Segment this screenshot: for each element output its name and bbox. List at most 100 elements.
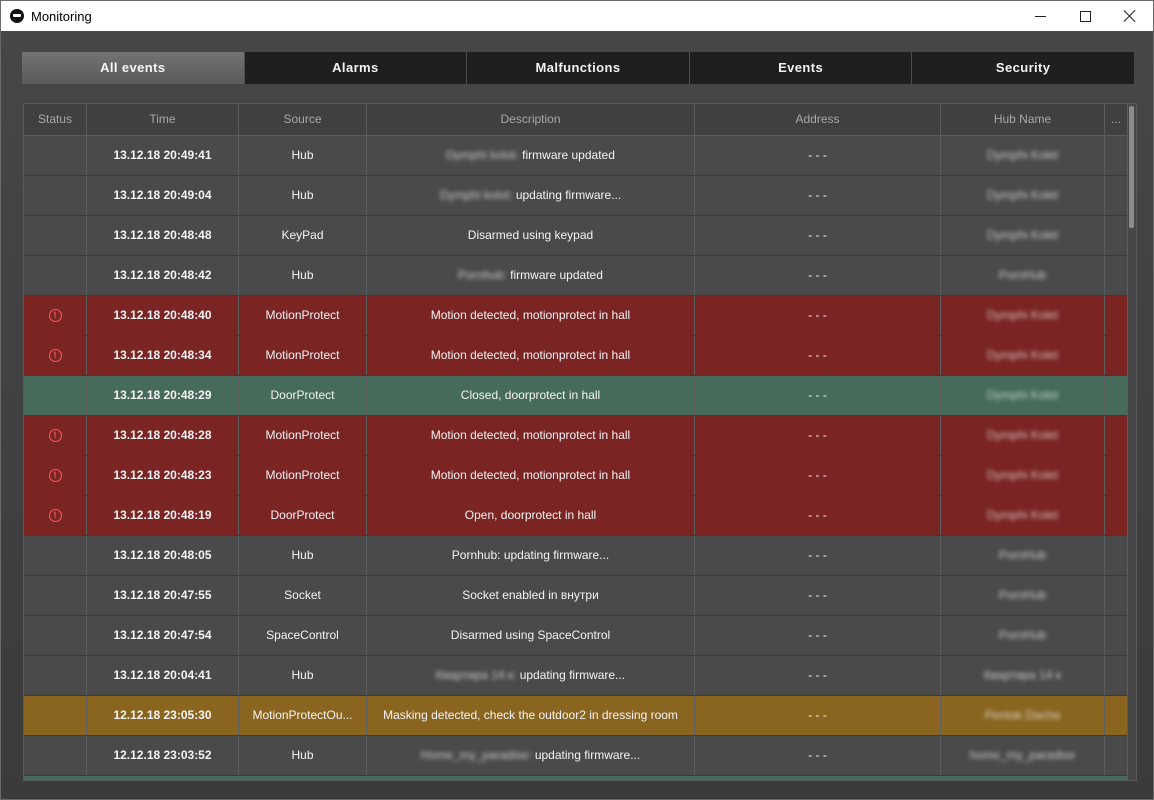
table-row[interactable]: 13.12.18 20:48:29 DoorProtect Closed, door…	[24, 376, 1127, 416]
description-cell: Motion detected, motionprotect in hall	[367, 296, 695, 335]
redacted-text: PornHub	[998, 588, 1047, 602]
column-header-more[interactable]: ...	[1110, 112, 1121, 126]
redacted-text: Квартира 14 к:	[435, 668, 517, 682]
column-header-description[interactable]: Description	[367, 104, 695, 135]
description-cell: Home_my_paradise: updating firmware...	[367, 736, 695, 775]
table-body: 13.12.18 20:49:41 Hub Dymphi kolot: firmwa…	[24, 136, 1127, 776]
table-row[interactable]: ! 13.12.18 20:48:19 DoorProtect Open, doorp…	[24, 496, 1127, 536]
tab-events[interactable]: Events	[688, 52, 912, 84]
description-text: Pornhub: updating firmware...	[451, 548, 610, 562]
minimize-button[interactable]	[1017, 1, 1063, 31]
more-cell	[1105, 176, 1127, 215]
table-row[interactable]: 13.12.18 20:47:55 Socket Socket enabled in…	[24, 576, 1127, 616]
tab-security[interactable]: Security	[911, 52, 1134, 84]
column-header-time[interactable]: Time	[87, 104, 239, 135]
table-row[interactable]: ! 13.12.18 20:48:34 MotionProtect Motion de…	[24, 336, 1127, 376]
description-text: firmware updated	[510, 268, 603, 282]
time-cell: 13.12.18 20:49:41	[87, 136, 239, 175]
table-row[interactable]: 13.12.18 20:49:04 Hub Dymphi kolot: updati…	[24, 176, 1127, 216]
description-text: Disarmed using keypad	[467, 228, 594, 242]
redacted-text: Dymphi kolot:	[439, 188, 513, 202]
table-row[interactable]: 13.12.18 20:48:42 Hub Pornhub: firmware up…	[24, 256, 1127, 296]
scrollbar-thumb[interactable]	[1129, 106, 1134, 228]
more-cell	[1105, 136, 1127, 175]
table-row[interactable]: 13.12.18 20:49:41 Hub Dymphi kolot: firmwa…	[24, 136, 1127, 176]
hub-name-cell: home_my_paradise	[941, 736, 1105, 775]
redacted-text: Dymphi Kolet	[986, 388, 1059, 402]
description-text: updating firmware...	[519, 668, 626, 682]
column-header-status[interactable]: Status	[24, 104, 87, 135]
column-header-hub-name[interactable]: Hub Name	[941, 104, 1105, 135]
status-cell	[24, 256, 87, 295]
close-button[interactable]	[1107, 1, 1153, 31]
hub-name-cell: Dymphi Kolet	[941, 176, 1105, 215]
description-cell: Motion detected, motionprotect in hall	[367, 456, 695, 495]
description-text: Open, doorprotect in hall	[464, 508, 597, 522]
redacted-text: PornHub	[998, 548, 1047, 562]
description-text: Socket enabled in внутри	[462, 588, 599, 602]
redacted-text: Dymphi Kolet	[986, 468, 1059, 482]
window-title: Monitoring	[31, 9, 92, 24]
table-row[interactable]: ! 13.12.18 20:48:28 MotionProtect Motion de…	[24, 416, 1127, 456]
minimize-icon	[1034, 15, 1046, 17]
table-row[interactable]: 13.12.18 20:48:48 KeyPad Disarmed using ke…	[24, 216, 1127, 256]
description-cell: Dymphi kolot: updating firmware...	[367, 176, 695, 215]
hub-name-cell: Dymphi Kolet	[941, 376, 1105, 415]
address-cell: - - -	[695, 376, 941, 415]
table-row[interactable]: 12.12.18 23:03:52 Hub Home_my_paradise: up…	[24, 736, 1127, 776]
table-row[interactable]: ! 13.12.18 20:48:23 MotionProtect Motion de…	[24, 456, 1127, 496]
description-text: Motion detected, motionprotect in hall	[430, 348, 631, 362]
table-row[interactable]: 12.12.18 23:05:30 MotionProtectOu... Maski…	[24, 696, 1127, 736]
redacted-text: Dymphi Kolet	[986, 148, 1059, 162]
source-cell: DoorProtect	[239, 496, 367, 535]
hub-name-cell: Dymphi Kolet	[941, 296, 1105, 335]
title-bar[interactable]: Monitoring	[1, 1, 1153, 31]
redacted-text: Pentak Dacha	[984, 708, 1061, 722]
more-cell	[1105, 376, 1127, 415]
description-cell: Dymphi kolot: firmware updated	[367, 136, 695, 175]
more-cell	[1105, 336, 1127, 375]
table-row[interactable]: 13.12.18 20:48:05 Hub Pornhub: updating fi…	[24, 536, 1127, 576]
alert-circle-icon: !	[48, 349, 62, 363]
hub-name-cell: PornHub	[941, 536, 1105, 575]
hub-name-cell: Dymphi Kolet	[941, 216, 1105, 255]
table-row[interactable]: 13.12.18 20:04:41 Hub Квартира 14 к: updat…	[24, 656, 1127, 696]
status-cell	[24, 216, 87, 255]
tab-all-events[interactable]: All events	[22, 52, 244, 84]
time-cell: 13.12.18 20:48:48	[87, 216, 239, 255]
hub-name-cell: Pentak Dacha	[941, 696, 1105, 735]
column-header-source[interactable]: Source	[239, 104, 367, 135]
time-cell: 13.12.18 20:47:54	[87, 616, 239, 655]
redacted-text: Dymphi Kolet	[986, 188, 1059, 202]
hub-name-cell: Dymphi Kolet	[941, 336, 1105, 375]
column-header-address[interactable]: Address	[695, 104, 941, 135]
source-cell: MotionProtect	[239, 456, 367, 495]
maximize-button[interactable]	[1062, 1, 1108, 31]
time-cell: 13.12.18 20:49:04	[87, 176, 239, 215]
time-cell: 13.12.18 20:48:23	[87, 456, 239, 495]
close-icon	[1123, 9, 1137, 23]
tab-alarms[interactable]: Alarms	[243, 52, 467, 84]
more-cell	[1105, 416, 1127, 455]
time-cell: 12.12.18 23:05:30	[87, 696, 239, 735]
source-cell: Hub	[239, 736, 367, 775]
table-row[interactable]: ! 13.12.18 20:48:40 MotionProtect Motion de…	[24, 296, 1127, 336]
status-cell	[24, 176, 87, 215]
status-cell	[24, 696, 87, 735]
source-cell: Socket	[239, 576, 367, 615]
redacted-text: Pornhub:	[458, 268, 507, 282]
time-cell: 13.12.18 20:47:55	[87, 576, 239, 615]
address-cell: - - -	[695, 536, 941, 575]
description-text: Motion detected, motionprotect in hall	[430, 468, 631, 482]
redacted-text: home_my_paradise	[969, 748, 1076, 762]
vertical-scrollbar[interactable]	[1127, 104, 1136, 780]
table-row[interactable]: 13.12.18 20:47:54 SpaceControl Disarmed us…	[24, 616, 1127, 656]
description-cell: Closed, doorprotect in hall	[367, 376, 695, 415]
redacted-text: PornHub	[998, 628, 1047, 642]
description-cell: Disarmed using SpaceControl	[367, 616, 695, 655]
tab-malfunctions[interactable]: Malfunctions	[466, 52, 689, 84]
address-cell: - - -	[695, 216, 941, 255]
more-cell	[1105, 456, 1127, 495]
redacted-text: Dymphi Kolet	[986, 228, 1059, 242]
